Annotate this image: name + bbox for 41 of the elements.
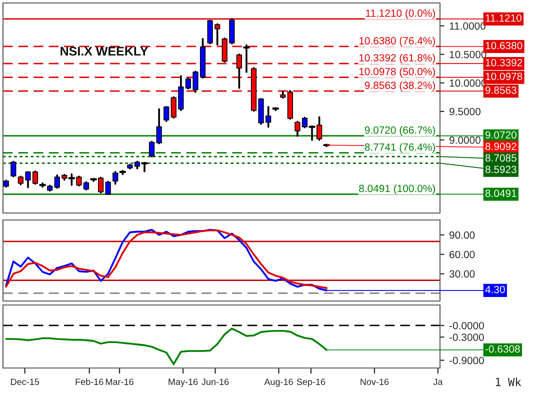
x-tick-label: May-16	[168, 378, 198, 387]
ref-line-label: 9.8563 (38.2%)	[364, 81, 435, 92]
annotation: 9.0720	[485, 131, 516, 139]
y-tick-label: 10.5000	[450, 50, 486, 58]
annotation: 10.6380	[486, 42, 522, 50]
y-tick-label: 30.00	[449, 270, 475, 278]
text: 1 Wk	[496, 378, 522, 386]
annotation: 8.7085	[485, 154, 516, 162]
ref-line-label: 8.7741 (76.4%)	[364, 143, 435, 153]
x-tick-label: Mar-16	[106, 378, 134, 386]
annotation: 8.5923	[485, 166, 516, 174]
x-tick-label: Jun-16	[202, 378, 229, 386]
ref-line-label: 10.0978 (50.0%)	[359, 68, 435, 78]
ref-line-label: 11.1210 (0.0%)	[366, 9, 435, 19]
ref-line-label: 9.0720 (66.7%)	[364, 126, 435, 136]
x-tick-label: Feb-16	[76, 378, 104, 386]
annotation: 9.8563	[485, 86, 516, 94]
annotation: 8.0491	[485, 190, 516, 198]
y-tick-label: 11.0000	[450, 22, 486, 30]
y-tick-label: -0.3000	[449, 334, 484, 341]
y-tick-label: 9.0000	[450, 136, 480, 144]
y-tick-label: 60.00	[450, 250, 475, 258]
annotation: 8.9092	[485, 142, 516, 150]
x-tick-label: Sep-16	[296, 378, 326, 387]
annotation: -0.6308	[485, 345, 520, 353]
y-tick-label: 90.00	[450, 231, 475, 239]
x-tick-label: Dec-15	[11, 378, 40, 386]
annotation: 10.3392	[486, 58, 522, 66]
ref-line-label: 8.0491 (100.0%)	[359, 184, 435, 194]
x-tick-label: Ja	[433, 378, 443, 386]
ref-line-label: 10.3392 (61.8%)	[359, 54, 435, 64]
annotation: 4.30	[485, 286, 505, 294]
x-tick-label: Nov-16	[360, 378, 389, 386]
annotation: 11.1210	[486, 14, 522, 22]
y-tick-label: -0.9000	[449, 356, 484, 364]
x-tick-label: Aug-16	[264, 378, 293, 387]
y-tick-label: -0.0000	[449, 322, 484, 330]
annotation: 10.0978	[486, 72, 522, 80]
y-tick-label: 9.5000	[450, 108, 480, 116]
ref-line-label: 10.6380 (76.4%)	[359, 36, 435, 46]
text: NSI.X WEEKLY	[60, 46, 148, 56]
